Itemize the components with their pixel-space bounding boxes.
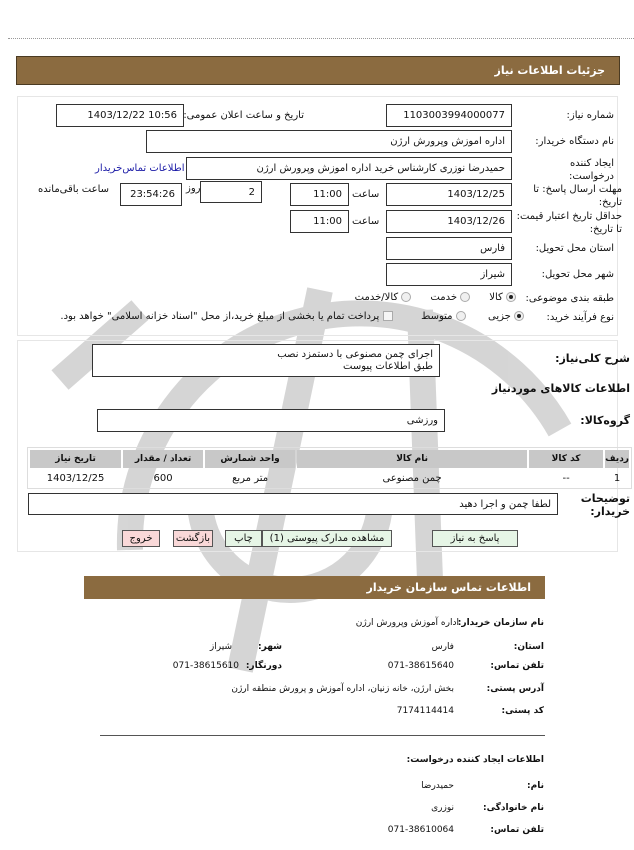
goods-title: اطلاعات کالاهای موردنیاز (491, 382, 630, 395)
top-divider (8, 38, 634, 39)
summary-line-1: اجرای چمن مصنوعی با دستمزد نصب (277, 348, 433, 360)
creator-name-label: نام: (527, 781, 544, 791)
creator-family: نوزری (431, 803, 454, 813)
deadline-label: مهلت ارسال پاسخ: تا تاریخ: (533, 184, 622, 208)
cell-unit: متر مربع (232, 472, 269, 484)
process-radio-minor[interactable] (514, 311, 524, 321)
contact-province: فارس (431, 642, 454, 652)
treasury-payment-note: پرداخت تمام یا بخشی از مبلغ خرید،از محل … (60, 311, 380, 322)
contact-org: اداره آموزش وپرورش ارژن (355, 618, 459, 628)
remaining-time-field: 23:54:26 (120, 183, 182, 206)
goods-panel (17, 340, 618, 552)
process-option-minor: جزیی (487, 311, 511, 322)
contact-phone-label: تلفن تماس: (490, 661, 544, 671)
days-field: 2 (200, 181, 262, 203)
contact-postal-label: کد پستی: (501, 706, 544, 716)
summary-label: شرح کلی‌نیاز: (555, 352, 630, 365)
creator-info-title: اطلاعات ایجاد کننده درخواست: (406, 755, 544, 765)
days-label: روز (186, 183, 201, 194)
announce-field: 1403/12/22 10:56 (56, 104, 184, 127)
validity-label: حداقل تاریخ اعتبار قیمت: تا تاریخ: (516, 211, 622, 235)
category-radio-both[interactable] (401, 292, 412, 302)
contact-address: بخش ارژن، خانه زنیان، اداره آموزش و پرور… (231, 684, 454, 694)
validity-time-label: ساعت (352, 216, 380, 227)
table-header-row: ردیف کد کالا نام کالا واحد شمارش تعداد /… (30, 450, 629, 468)
col-row: ردیف (605, 450, 629, 468)
col-date: تاریخ نیاز (30, 450, 122, 468)
col-unit: واحد شمارش (205, 450, 296, 468)
contact-city-label: شهر: (258, 642, 282, 652)
view-attachments-button[interactable]: مشاهده مدارک پیوستی (1) (262, 530, 392, 547)
exit-button[interactable]: خروج (122, 530, 160, 547)
print-button[interactable]: چاپ (225, 530, 262, 547)
back-button[interactable]: بازگشت (173, 530, 213, 547)
city-field: شیراز (386, 263, 512, 286)
contact-divider (100, 735, 545, 736)
process-radio-group: جزیی متوسط پرداخت تمام یا بخشی از مبلغ خ… (60, 311, 524, 322)
contact-fax: 071-38615610 (172, 661, 239, 671)
creator-phone-label: تلفن تماس: (490, 825, 544, 835)
validity-time-field: 11:00 (290, 210, 349, 233)
goods-group-field: ورزشی (97, 409, 445, 432)
creator-field: حمیدرضا نوزری کارشناس خرید اداره اموزش و… (186, 157, 512, 180)
deadline-time-label: ساعت (352, 189, 380, 200)
announce-label: تاریخ و ساعت اعلان عمومی: (183, 110, 304, 121)
summary-line-2: طبق اطلاعات پیوست (343, 360, 433, 372)
table-row: 1 -- چمن مصنوعی متر مربع 600 1403/12/25 (30, 470, 629, 486)
category-option-both: کالا/خدمت (354, 292, 399, 303)
col-name: نام کالا (297, 450, 528, 468)
page-title: جزئیات اطلاعات نیاز (494, 64, 606, 77)
remaining-label: ساعت باقی‌مانده (38, 184, 110, 195)
page-header: جزئیات اطلاعات نیاز (16, 56, 620, 85)
col-qty: تعداد / مقدار (123, 450, 204, 468)
col-code: کد کالا (529, 450, 604, 468)
buyer-contact-link[interactable]: اطلاعات تماس‌خریدار (95, 163, 185, 174)
contact-fax-label: دورنگار: (245, 661, 282, 671)
cell-code: -- (562, 472, 570, 484)
category-option-goods: کالا (489, 292, 503, 303)
creator-name: حمیدرضا (421, 781, 454, 791)
goods-group-label: گروه‌کالا: (580, 414, 630, 427)
contact-phone: 071-38615640 (387, 661, 454, 671)
goods-table: ردیف کد کالا نام کالا واحد شمارش تعداد /… (27, 447, 632, 489)
need-info-panel (17, 96, 618, 336)
process-option-medium: متوسط (421, 311, 453, 322)
contact-header: اطلاعات تماس سازمان خریدار (84, 576, 545, 599)
deadline-time-field: 11:00 (290, 183, 349, 206)
buyer-org-label: نام دستگاه خریدار: (535, 136, 614, 147)
need-number-label: شماره نیاز: (566, 110, 615, 121)
province-field: فارس (386, 237, 512, 260)
contact-org-label: نام سازمان خریدار: (457, 618, 544, 628)
contact-title: اطلاعات تماس سازمان خریدار (366, 581, 531, 594)
deadline-date-field: 1403/12/25 (386, 183, 512, 206)
contact-province-label: استان: (513, 642, 544, 652)
summary-field: اجرای چمن مصنوعی با دستمزد نصب طبق اطلاع… (92, 344, 440, 377)
buyer-org-field: اداره اموزش وپرورش ارژن (146, 130, 512, 153)
notes-label: توضیحات خریدار: (580, 492, 630, 518)
province-label: استان محل تحویل: (535, 243, 614, 254)
contact-postal: 7174114414 (396, 706, 454, 716)
treasury-payment-checkbox[interactable] (382, 311, 393, 321)
process-radio-medium[interactable] (455, 311, 466, 321)
cell-name: چمن مصنوعی (382, 472, 442, 484)
creator-phone: 071-38610064 (387, 825, 454, 835)
cell-qty: 600 (153, 472, 173, 484)
notes-field: لطفا چمن و اجرا دهید (28, 493, 558, 515)
need-number-field: 1103003994000077 (386, 104, 512, 127)
creator-label: ایجاد کننده درخواست: (569, 158, 614, 182)
contact-city: شیراز (209, 642, 232, 652)
cell-row: 1 (613, 472, 621, 484)
cell-date: 1403/12/25 (46, 472, 105, 484)
category-label: طبقه بندی موضوعی: (525, 293, 614, 304)
category-radio-service[interactable] (460, 292, 471, 302)
category-radio-group: کالا خدمت کالا/خدمت (355, 292, 516, 303)
category-option-service: خدمت (430, 292, 458, 303)
validity-date-field: 1403/12/26 (386, 210, 512, 233)
contact-address-label: آدرس پستی: (486, 684, 544, 694)
creator-family-label: نام خانوادگی: (482, 803, 544, 813)
reply-button[interactable]: پاسخ به نیاز (432, 530, 518, 547)
process-label: نوع فرآیند خرید: (546, 312, 615, 323)
category-radio-goods[interactable] (506, 292, 516, 302)
city-label: شهر محل تحویل: (541, 269, 614, 280)
